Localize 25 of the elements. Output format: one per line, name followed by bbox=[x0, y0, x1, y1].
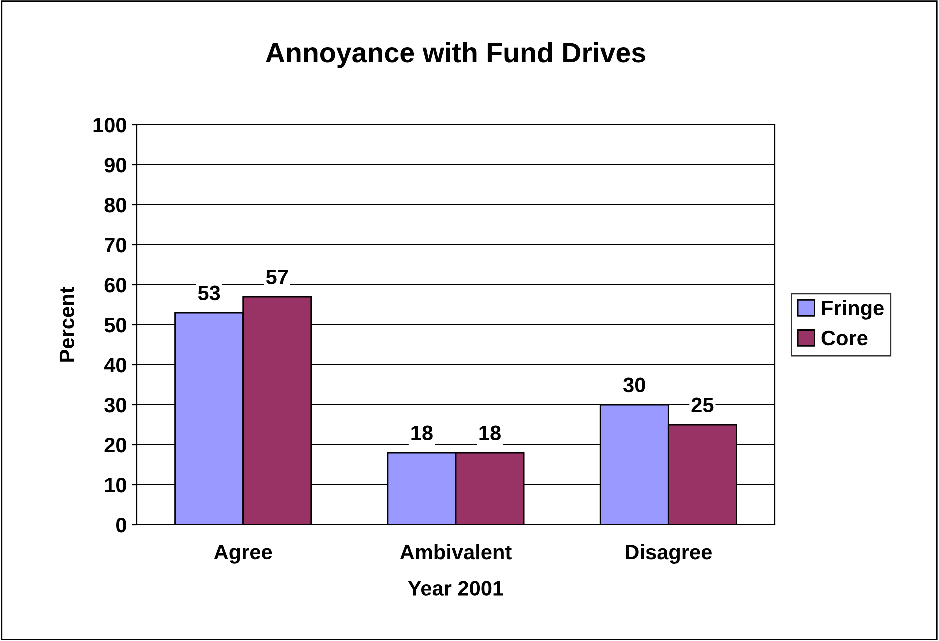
x-tick-label: Agree bbox=[214, 545, 272, 564]
data-label: 18 bbox=[480, 426, 501, 441]
data-label: 53 bbox=[198, 286, 220, 301]
data-label: 57 bbox=[266, 270, 288, 285]
data-label: 30 bbox=[624, 378, 646, 393]
legend-label: Core bbox=[822, 330, 868, 346]
y-tick-label: 10 bbox=[105, 478, 126, 493]
y-axis-title: Percent bbox=[60, 287, 75, 362]
y-tick-label: 20 bbox=[104, 438, 126, 453]
x-axis-title: Year 2001 bbox=[408, 581, 504, 596]
y-tick-label: 0 bbox=[116, 518, 126, 533]
y-tick-label: 100 bbox=[94, 118, 126, 133]
legend-label: Fringe bbox=[822, 300, 884, 320]
y-tick-label: 50 bbox=[104, 318, 126, 333]
x-tick-label: Disagree bbox=[626, 544, 712, 564]
x-tick-label: Ambivalent bbox=[400, 544, 512, 560]
y-tick-label: 70 bbox=[105, 238, 126, 253]
data-label: 25 bbox=[692, 398, 714, 413]
data-label: 18 bbox=[412, 426, 433, 441]
y-tick-label: 40 bbox=[104, 358, 126, 373]
y-tick-label: 80 bbox=[104, 198, 126, 213]
y-tick-label: 90 bbox=[104, 158, 126, 173]
chart-title: Annoyance with Fund Drives bbox=[266, 42, 646, 68]
y-tick-label: 60 bbox=[104, 278, 126, 293]
y-tick-label: 30 bbox=[104, 398, 126, 413]
